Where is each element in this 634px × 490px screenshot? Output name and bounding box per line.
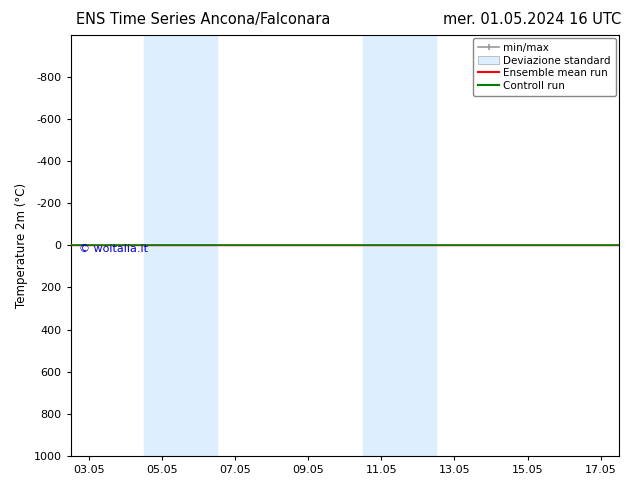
- Y-axis label: Temperature 2m (°C): Temperature 2m (°C): [15, 183, 28, 308]
- Text: mer. 01.05.2024 16 UTC: mer. 01.05.2024 16 UTC: [443, 12, 621, 27]
- Bar: [144, 35, 217, 456]
- Text: © woitalia.it: © woitalia.it: [79, 245, 148, 254]
- Text: ENS Time Series Ancona/Falconara: ENS Time Series Ancona/Falconara: [76, 12, 330, 27]
- Legend: min/max, Deviazione standard, Ensemble mean run, Controll run: min/max, Deviazione standard, Ensemble m…: [473, 38, 616, 96]
- Bar: [363, 35, 436, 456]
